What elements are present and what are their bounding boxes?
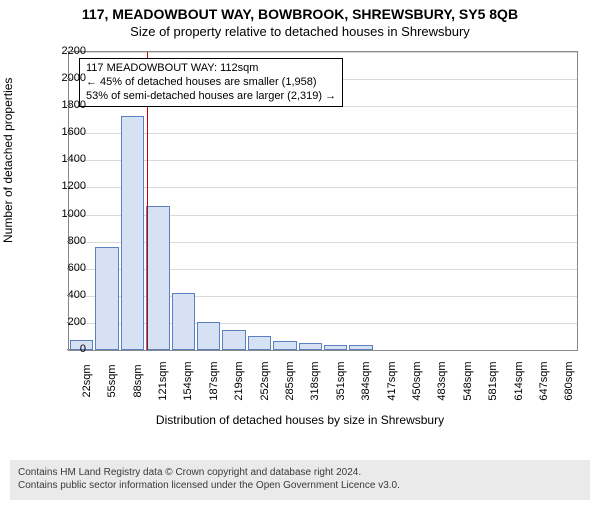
gridline bbox=[69, 269, 577, 270]
x-tick-label: 384sqm bbox=[360, 337, 372, 376]
y-tick-label: 0 bbox=[46, 343, 86, 355]
info-line-3: 53% of semi-detached houses are larger (… bbox=[86, 90, 336, 104]
y-tick-label: 200 bbox=[46, 316, 86, 328]
chart-container: Number of detached properties 117 MEADOW… bbox=[0, 43, 600, 443]
y-tick-label: 400 bbox=[46, 289, 86, 301]
y-tick-label: 600 bbox=[46, 262, 86, 274]
x-tick-label: 187sqm bbox=[208, 337, 220, 376]
gridline bbox=[69, 296, 577, 297]
x-tick-label: 351sqm bbox=[335, 337, 347, 376]
plot-area: 117 MEADOWBOUT WAY: 112sqm← 45% of detac… bbox=[68, 51, 578, 351]
x-tick-label: 614sqm bbox=[513, 337, 525, 376]
x-tick-label: 581sqm bbox=[487, 337, 499, 376]
y-axis-label: Number of detached properties bbox=[1, 78, 15, 243]
histogram-bar bbox=[146, 206, 169, 350]
attribution-line-2: Contains public sector information licen… bbox=[18, 479, 582, 492]
y-tick-label: 2200 bbox=[46, 45, 86, 57]
y-tick-label: 1800 bbox=[46, 99, 86, 111]
info-line-2: ← 45% of detached houses are smaller (1,… bbox=[86, 76, 336, 90]
y-tick-label: 800 bbox=[46, 235, 86, 247]
x-tick-label: 450sqm bbox=[411, 337, 423, 376]
y-tick-label: 1000 bbox=[46, 208, 86, 220]
x-tick-label: 318sqm bbox=[309, 337, 321, 376]
x-tick-label: 252sqm bbox=[259, 337, 271, 376]
x-tick-label: 680sqm bbox=[563, 337, 575, 376]
info-annotation: 117 MEADOWBOUT WAY: 112sqm← 45% of detac… bbox=[79, 58, 343, 107]
y-tick-label: 1200 bbox=[46, 180, 86, 192]
attribution-footer: Contains HM Land Registry data © Crown c… bbox=[10, 460, 590, 500]
attribution-line-1: Contains HM Land Registry data © Crown c… bbox=[18, 466, 582, 479]
page-title: 117, MEADOWBOUT WAY, BOWBROOK, SHREWSBUR… bbox=[0, 6, 600, 22]
gridline bbox=[69, 187, 577, 188]
x-tick-label: 121sqm bbox=[157, 337, 169, 376]
x-axis-label: Distribution of detached houses by size … bbox=[0, 413, 600, 427]
gridline bbox=[69, 242, 577, 243]
x-tick-label: 154sqm bbox=[182, 337, 194, 376]
gridline bbox=[69, 215, 577, 216]
y-tick-label: 1400 bbox=[46, 153, 86, 165]
x-tick-label: 55sqm bbox=[106, 340, 118, 373]
x-tick-label: 219sqm bbox=[233, 337, 245, 376]
gridline bbox=[69, 160, 577, 161]
info-line-1: 117 MEADOWBOUT WAY: 112sqm bbox=[86, 62, 336, 76]
x-tick-label: 285sqm bbox=[284, 337, 296, 376]
y-tick-label: 2000 bbox=[46, 72, 86, 84]
y-tick-label: 1600 bbox=[46, 126, 86, 138]
gridline bbox=[69, 52, 577, 53]
x-tick-label: 483sqm bbox=[436, 337, 448, 376]
x-tick-label: 88sqm bbox=[132, 340, 144, 373]
x-tick-label: 647sqm bbox=[538, 337, 550, 376]
x-tick-label: 22sqm bbox=[81, 340, 93, 373]
gridline bbox=[69, 133, 577, 134]
x-tick-label: 417sqm bbox=[386, 337, 398, 376]
x-tick-label: 548sqm bbox=[462, 337, 474, 376]
histogram-bar bbox=[121, 116, 144, 350]
page-subtitle: Size of property relative to detached ho… bbox=[0, 24, 600, 39]
gridline bbox=[69, 323, 577, 324]
histogram-bar bbox=[95, 247, 118, 350]
